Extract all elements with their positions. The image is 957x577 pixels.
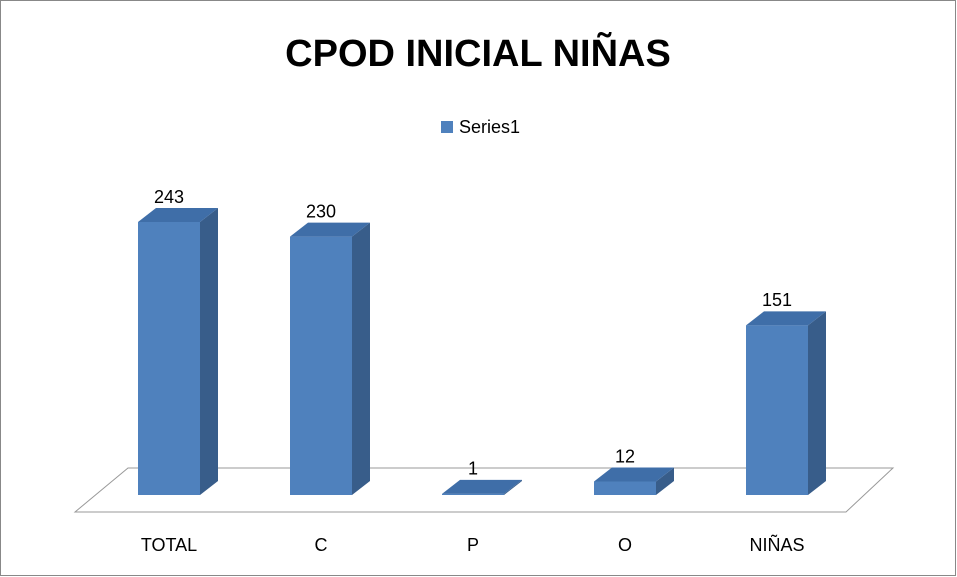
x-tick-label: TOTAL — [141, 535, 197, 555]
bar-front — [290, 236, 352, 496]
legend-label: Series1 — [459, 117, 520, 137]
bar — [290, 222, 370, 496]
bar-side — [200, 208, 218, 495]
x-tick-label: C — [315, 535, 328, 555]
bar-front — [594, 481, 656, 495]
data-label: 12 — [615, 446, 635, 466]
data-label: 1 — [468, 459, 478, 479]
bar-front — [746, 325, 808, 495]
bar — [138, 208, 218, 495]
chart-title: CPOD INICIAL NIÑAS — [285, 31, 671, 75]
bar-front — [442, 493, 504, 495]
x-tick-label: P — [467, 535, 479, 555]
bar-top — [442, 479, 522, 494]
x-tick-label: NIÑAS — [749, 534, 804, 555]
bar — [594, 467, 674, 495]
data-label: 230 — [306, 201, 336, 221]
bar-side — [808, 311, 826, 495]
bar-top — [746, 311, 826, 326]
bar-top — [290, 222, 370, 237]
data-label: 151 — [762, 290, 792, 310]
x-tick-label: O — [618, 535, 632, 555]
bar-side — [656, 467, 674, 495]
bar-front — [138, 222, 200, 495]
bar-top — [138, 208, 218, 222]
bar-side — [352, 222, 370, 496]
legend-swatch — [441, 121, 453, 133]
bar — [746, 311, 826, 495]
data-label: 243 — [154, 187, 184, 207]
bar-side — [504, 479, 522, 495]
bar — [442, 479, 522, 495]
bar-top — [594, 467, 674, 482]
